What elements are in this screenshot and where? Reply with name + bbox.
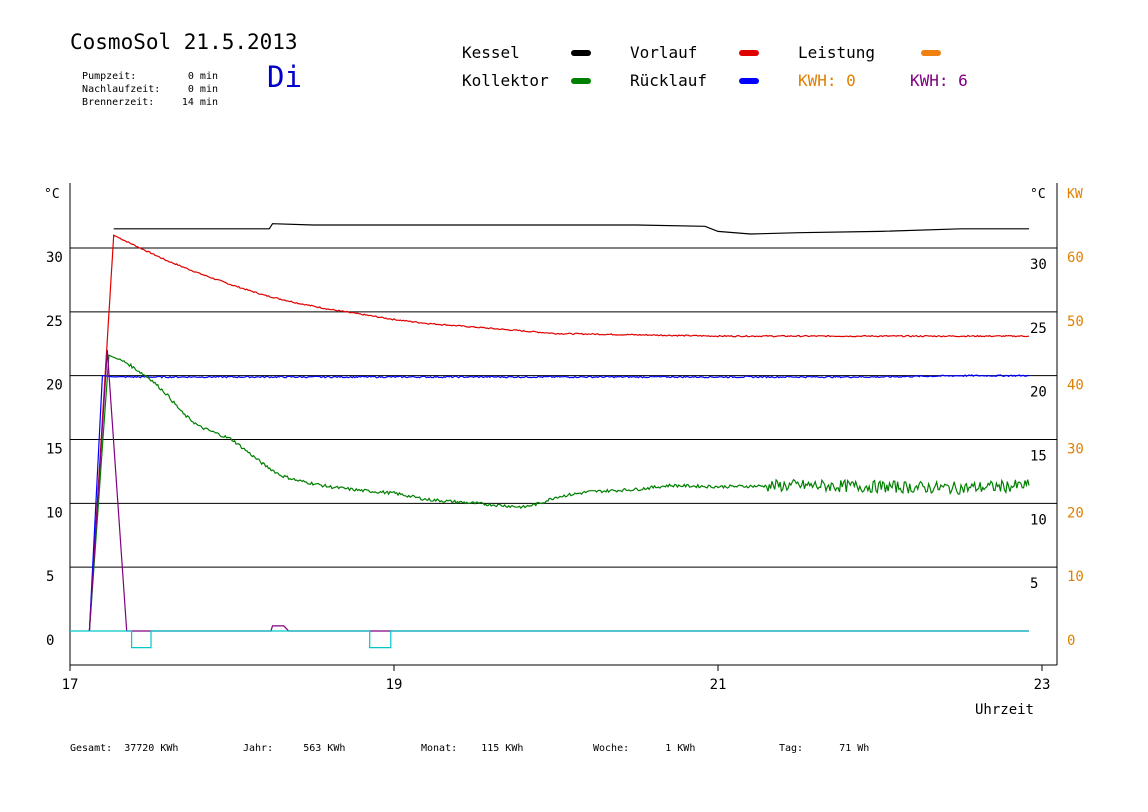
legend-kessel-swatch [571,50,591,56]
y-tick-power: 50 [1067,314,1084,330]
y-axis-label-left: °C [44,187,60,202]
info-value: 0 min [187,84,218,95]
y-tick-power: 0 [1067,633,1075,649]
y-tick-left: 10 [46,505,63,521]
y-tick-right: 25 [1030,321,1047,337]
y-tick-power: 20 [1067,505,1084,521]
footer-monat-value: 115 KWh [481,743,524,754]
legend-vorlauf-label: Vorlauf [630,43,698,62]
weekday-label: Di [267,60,302,94]
x-axis-label: Uhrzeit [975,702,1034,718]
footer-monat: Monat: 115 KWh [421,743,523,754]
footer-woche-value: 1 KWh [665,743,696,754]
legend-leistung-label: Leistung [798,43,876,62]
legend-vorlauf-swatch [739,50,759,56]
info-nachlaufzeit: Nachlaufzeit: 0 min [70,73,218,95]
footer-jahr-value: 563 KWh [303,743,346,754]
x-tick-label: 23 [1034,677,1051,693]
legend-kollektor-swatch [571,78,591,84]
footer-gesamt: Gesamt: 37720 KWh [70,743,178,754]
legend-ruecklauf-label: Rücklauf [630,71,708,90]
legend-ruecklauf-swatch [739,78,759,84]
y-tick-power: 30 [1067,442,1084,458]
y-tick-left: 25 [46,314,63,330]
footer-tag-value: 71 Wh [839,743,870,754]
series-line-r-cklauf [88,374,1030,632]
footer-tag: Tag: 71 Wh [779,743,869,754]
y-tick-right: 10 [1030,512,1047,528]
y-tick-power: 10 [1067,569,1084,585]
y-tick-right: 20 [1030,385,1047,401]
y-tick-power: 60 [1067,250,1084,266]
footer-gesamt-value: 37720 KWh [124,743,179,754]
info-value: 14 min [181,97,218,108]
y-axis-label-power: KW [1067,187,1083,202]
x-tick-label: 21 [710,677,727,693]
chart-title: CosmoSol 21.5.2013 [70,30,298,54]
series-line-leistung-kw [88,350,1029,632]
y-tick-left: 30 [46,250,63,266]
kwh-solar-label: KWH: 0 [798,71,856,90]
footer-woche: Woche: 1 KWh [593,743,695,754]
series-line-kollektor [88,354,1030,632]
info-label: Pumpzeit: [82,71,137,82]
y-tick-left: 5 [46,569,54,585]
footer-monat-label: Monat: [421,743,458,754]
footer-gesamt-label: Gesamt: [70,743,113,754]
y-tick-left: 0 [46,633,54,649]
y-tick-right: 5 [1030,576,1038,592]
info-label: Nachlaufzeit: [82,84,161,95]
series-line-pumpe [70,630,1029,649]
series-line-kessel [113,223,1029,235]
kwh-burner-label: KWH: 6 [910,71,968,90]
info-label: Brennerzeit: [82,97,155,108]
footer-jahr-label: Jahr: [243,743,274,754]
info-pumpzeit: Pumpzeit: 0 min [70,60,218,82]
x-tick-label: 19 [386,677,403,693]
legend-leistung-swatch [921,50,941,56]
footer-tag-label: Tag: [779,743,804,754]
y-tick-power: 40 [1067,378,1084,394]
footer-woche-label: Woche: [593,743,630,754]
y-axis-label-right: °C [1030,187,1046,202]
info-brennerzeit: Brennerzeit: 14 min [70,86,218,108]
legend-kollektor-label: Kollektor [462,71,549,90]
x-tick-label: 17 [62,677,79,693]
series-line-vorlauf [88,234,1030,632]
legend-kessel-label: Kessel [462,43,520,62]
info-value: 0 min [187,71,218,82]
y-tick-left: 15 [46,442,63,458]
y-tick-left: 20 [46,378,63,394]
footer-jahr: Jahr: 563 KWh [243,743,345,754]
y-tick-right: 30 [1030,257,1047,273]
y-tick-right: 15 [1030,449,1047,465]
